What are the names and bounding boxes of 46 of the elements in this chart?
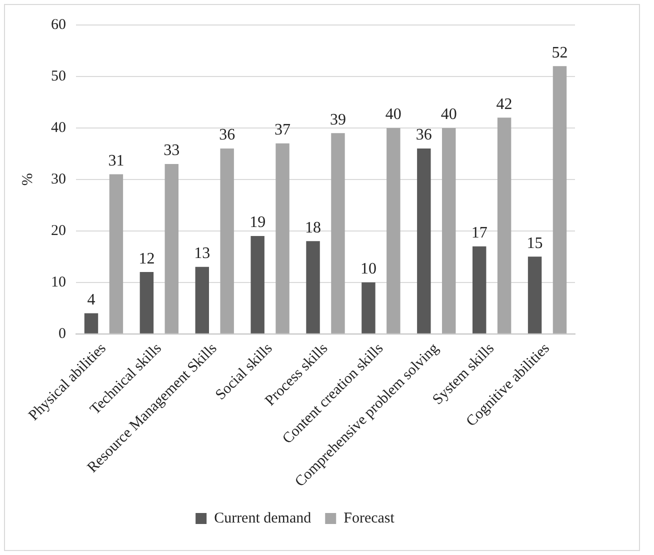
data-label: 18 xyxy=(305,219,322,236)
bar xyxy=(442,128,456,334)
bar xyxy=(386,128,400,334)
bar xyxy=(195,266,209,334)
bar xyxy=(250,236,264,334)
data-label: 17 xyxy=(471,224,488,242)
bar xyxy=(84,313,98,334)
data-label: 36 xyxy=(416,126,432,144)
y-tick-label: 30 xyxy=(51,171,66,188)
bar xyxy=(528,256,542,334)
data-label: 13 xyxy=(194,245,210,262)
data-label: 42 xyxy=(496,96,512,113)
data-label: 33 xyxy=(164,142,180,160)
bar xyxy=(109,174,124,334)
y-tick-label: 50 xyxy=(51,68,66,84)
y-tick-label: 60 xyxy=(51,16,66,33)
data-label: 10 xyxy=(360,260,376,278)
bar xyxy=(164,164,179,334)
legend-label: Forecast xyxy=(344,510,396,526)
data-label: 31 xyxy=(108,152,124,170)
data-label: 40 xyxy=(440,106,457,124)
data-label: 4 xyxy=(87,291,96,308)
data-label: 39 xyxy=(330,111,346,128)
bar xyxy=(140,272,154,334)
data-label: 40 xyxy=(385,106,402,124)
y-tick-label: 10 xyxy=(51,274,66,290)
data-label: 15 xyxy=(526,234,543,252)
y-axis-title: % xyxy=(20,173,36,186)
bar xyxy=(552,66,567,334)
y-tick-label: 40 xyxy=(51,120,66,136)
bar xyxy=(417,148,431,334)
data-label: 37 xyxy=(274,122,291,139)
legend-label: Current demand xyxy=(214,510,312,526)
data-label: 52 xyxy=(552,44,568,62)
bar xyxy=(220,148,234,334)
bar xyxy=(472,246,486,334)
bar xyxy=(362,282,376,334)
y-tick-label: 0 xyxy=(58,326,66,342)
bar xyxy=(276,143,290,334)
data-label: 36 xyxy=(219,126,236,144)
y-tick-label: 20 xyxy=(51,222,66,239)
bar xyxy=(306,241,320,334)
bar xyxy=(331,133,345,334)
data-label: 12 xyxy=(138,250,155,268)
data-label: 19 xyxy=(250,214,266,232)
bar xyxy=(497,118,512,334)
